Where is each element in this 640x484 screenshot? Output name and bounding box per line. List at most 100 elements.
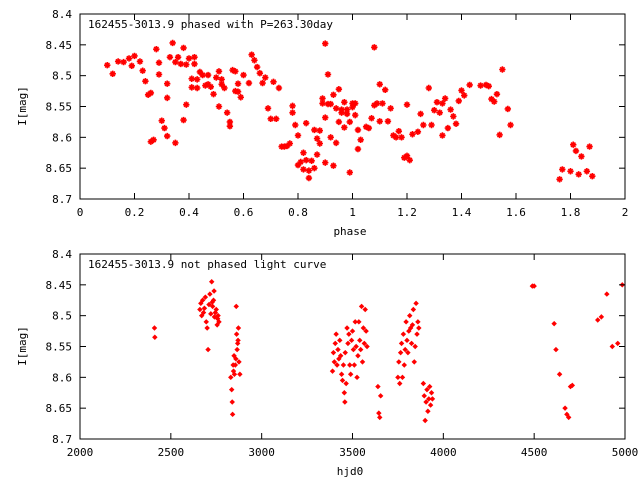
phased-data-point	[425, 84, 432, 92]
light-curve-data-point	[565, 414, 572, 421]
phased-data-point	[398, 134, 405, 141]
phased-data-point	[267, 115, 274, 123]
phased-data-point	[556, 176, 563, 183]
light-curve-data-point	[562, 405, 568, 411]
light-curve-data-point	[204, 325, 210, 331]
light-curve-data-point	[411, 359, 417, 365]
phased-data-point	[234, 88, 242, 95]
phased-data-point	[572, 147, 580, 155]
light-curve-data-point	[403, 319, 409, 325]
phased-data-point	[164, 132, 171, 140]
phased-data-point	[330, 91, 337, 98]
light-curve-data-point	[361, 340, 368, 347]
light-curve-x-tick-label: 3000	[248, 446, 275, 459]
phased-y-tick-label: 8.5	[52, 70, 72, 83]
light-curve-y-tick-label: 8.7	[52, 433, 72, 446]
phased-data-point	[273, 115, 280, 123]
phased-data-point	[417, 110, 424, 118]
phased-data-point	[499, 66, 506, 73]
light-curve-data-point	[359, 359, 366, 365]
phased-data-point	[185, 55, 193, 62]
phased-data-point	[226, 118, 234, 126]
light-curve-data-point	[427, 402, 434, 408]
phased-y-tick-label: 8.4	[52, 8, 72, 21]
light-curve-data-point	[376, 410, 382, 416]
light-curve-data-point	[205, 346, 211, 353]
phased-data-point	[352, 111, 359, 119]
light-curve-data-point	[551, 320, 557, 327]
phased-data-point	[504, 105, 512, 113]
phased-data-point	[305, 167, 313, 174]
light-curve-data-point	[228, 374, 234, 381]
phased-data-point	[559, 166, 566, 173]
light-curve-plot-frame	[79, 253, 626, 440]
phased-y-tick-label: 8.65	[46, 162, 73, 175]
phased-data-point	[586, 143, 593, 150]
phased-data-point	[382, 86, 389, 94]
phased-data-point	[226, 123, 234, 130]
light-curve-data-point	[229, 399, 235, 405]
phased-data-point	[491, 98, 498, 105]
phased-data-point	[387, 105, 394, 112]
phased-data-point	[202, 82, 209, 89]
light-curve-data-point	[208, 311, 214, 317]
phased-data-point	[259, 79, 266, 87]
light-curve-data-point	[404, 337, 410, 344]
light-curve-points	[151, 279, 625, 424]
phased-data-point	[589, 172, 596, 180]
phased-data-point	[570, 141, 577, 148]
phased-data-point	[403, 101, 411, 108]
light-curve-data-point	[349, 328, 356, 334]
phased-data-point	[452, 120, 460, 127]
phased-data-point	[144, 91, 152, 98]
light-curve-data-point	[347, 371, 354, 377]
phased-data-point	[150, 136, 157, 143]
light-curve-data-point	[397, 380, 403, 387]
phased-data-point	[308, 157, 315, 164]
light-curve-data-point	[348, 337, 355, 344]
phased-data-point	[436, 109, 443, 116]
light-curve-data-point	[396, 359, 402, 365]
phased-data-point	[297, 158, 304, 166]
light-curve-x-tick-label: 2000	[67, 446, 94, 459]
phased-y-tick-label: 8.6	[52, 131, 72, 144]
phased-data-point	[248, 51, 255, 58]
phased-data-point	[433, 98, 441, 106]
phased-data-point	[215, 103, 223, 110]
phased-data-point	[275, 84, 283, 92]
light-curve-data-point	[334, 362, 340, 368]
phased-x-tick-label: 0.4	[179, 206, 199, 219]
light-curve-data-point	[346, 331, 352, 337]
light-curve-data-point	[199, 297, 206, 303]
light-curve-data-point	[413, 300, 419, 307]
light-curve-data-point	[342, 399, 348, 405]
phased-data-point	[213, 74, 220, 81]
phased-data-point	[406, 156, 413, 164]
light-curve-data-point	[208, 279, 215, 285]
phased-data-point	[207, 83, 214, 90]
phased-x-tick-label: 0.2	[125, 206, 145, 219]
light-curve-chart: 2000 2500 3000 3500 4000 4500 5000 8.48.458.58…	[16, 248, 638, 478]
light-curve-data-point	[425, 408, 431, 414]
phased-data-point	[338, 109, 345, 116]
light-curve-data-point	[345, 340, 351, 347]
light-curve-data-point	[363, 328, 369, 334]
phased-data-point	[466, 81, 473, 89]
phased-data-point	[180, 116, 187, 124]
light-curve-data-point	[377, 414, 383, 421]
light-curve-data-point	[356, 319, 362, 325]
phased-data-point	[322, 114, 329, 121]
light-curve-data-point	[424, 386, 430, 393]
phased-data-point	[341, 98, 348, 106]
light-curve-data-point	[422, 417, 428, 424]
light-curve-data-point	[408, 340, 415, 347]
light-curve-data-point	[342, 349, 348, 356]
light-curve-data-point	[210, 297, 217, 303]
light-curve-data-point	[409, 322, 416, 328]
phased-data-point	[142, 78, 149, 85]
phased-x-tick-label: 1.6	[506, 206, 526, 219]
phased-x-tick-label: 1.8	[561, 206, 581, 219]
phased-data-point	[136, 58, 144, 65]
phased-y-tick-label: 8.7	[52, 193, 72, 206]
phased-data-point	[204, 81, 212, 88]
